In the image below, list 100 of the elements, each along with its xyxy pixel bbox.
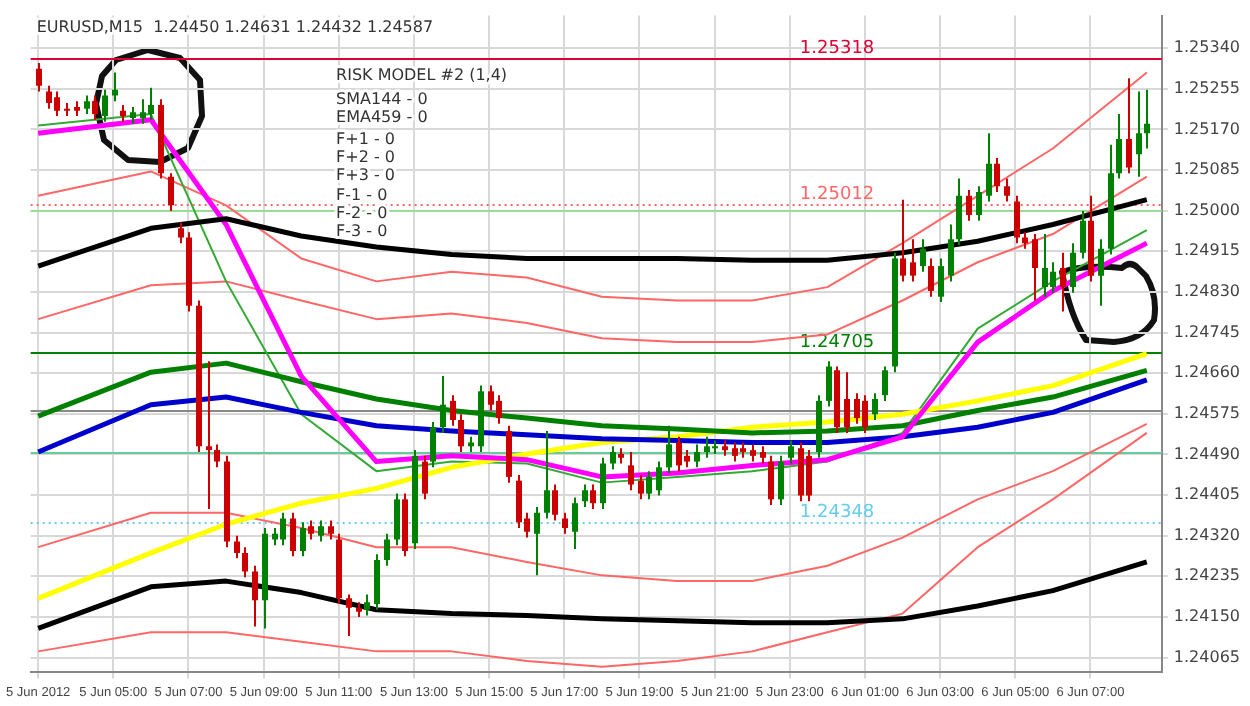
candlestick — [1126, 77, 1132, 175]
candlestick — [496, 394, 502, 425]
y-tick-label: 1.24660 — [1173, 363, 1241, 382]
candlestick — [140, 98, 146, 125]
candlestick — [994, 157, 1000, 193]
candlestick — [346, 593, 352, 638]
candlestick — [84, 94, 90, 116]
candlestick — [900, 198, 906, 283]
candlestick — [788, 439, 794, 465]
y-tick-label: 1.24745 — [1173, 322, 1241, 341]
candlestick — [882, 365, 888, 402]
y-tick-label: 1.24830 — [1173, 282, 1241, 301]
candlestick — [280, 511, 286, 547]
candlestick — [252, 564, 258, 628]
y-tick-label: 1.24575 — [1173, 403, 1241, 422]
candlestick — [516, 473, 522, 530]
candlestick — [206, 360, 212, 510]
annotation: F-1 - 0 — [336, 185, 388, 204]
y-tick-label: 1.24405 — [1173, 485, 1241, 504]
ref-line-label: 1.24705 — [799, 332, 875, 353]
annotation: F+3 - 0 — [336, 165, 396, 184]
candlestick — [1004, 177, 1010, 203]
candlestick — [234, 534, 240, 560]
candlestick — [1136, 90, 1142, 178]
candlestick — [422, 454, 428, 501]
candlestick — [54, 90, 60, 117]
y-tick-label: 1.24490 — [1173, 444, 1241, 463]
candlestick — [704, 435, 710, 459]
candlestick — [318, 519, 324, 543]
candlestick — [938, 257, 944, 303]
candlestick — [102, 88, 108, 123]
candlestick — [214, 443, 220, 469]
candlestick — [1042, 233, 1048, 298]
annotation: SMA144 - 0 — [336, 89, 428, 108]
candlestick — [46, 84, 52, 110]
y-tick-label: 1.25340 — [1173, 38, 1241, 57]
candlestick — [628, 451, 634, 492]
candlestick — [1014, 194, 1020, 245]
candlestick — [430, 420, 436, 469]
candlestick — [676, 435, 682, 473]
candlestick — [374, 553, 380, 611]
annotation: F+1 - 0 — [336, 129, 396, 148]
candlestick — [1116, 113, 1122, 180]
ref-line-label: 1.25012 — [799, 184, 875, 205]
candlestick — [488, 384, 494, 412]
candlestick — [910, 238, 916, 283]
y-tick-label: 1.25000 — [1173, 200, 1241, 219]
candlestick — [562, 511, 568, 535]
candlestick — [300, 521, 306, 558]
ref-line-label: 1.25318 — [799, 38, 875, 59]
annotation: EMA459 - 0 — [336, 107, 428, 126]
chart-title: EURUSD,M15 1.24450 1.24631 1.24432 1.24587 — [36, 17, 434, 36]
candlestick — [168, 172, 174, 213]
candlestick — [948, 223, 954, 283]
candlestick — [1060, 251, 1066, 313]
candlestick — [638, 473, 644, 501]
candlestick — [600, 456, 606, 510]
candlestick — [976, 185, 982, 222]
y-tick-label: 1.24235 — [1173, 566, 1241, 585]
candlestick — [394, 492, 400, 547]
y-tick-label: 1.25255 — [1173, 78, 1241, 97]
y-tick-label: 1.24065 — [1173, 647, 1241, 666]
candlestick — [1080, 210, 1086, 260]
candlestick — [1050, 261, 1056, 294]
candlestick — [178, 221, 184, 245]
y-tick-label: 1.24150 — [1173, 607, 1241, 626]
candlestick — [534, 506, 540, 577]
candlestick — [986, 132, 992, 203]
candlestick — [328, 519, 334, 541]
annotation: F+2 - 0 — [336, 147, 396, 166]
candlestick — [694, 443, 700, 469]
candlestick — [768, 454, 774, 507]
candlestick — [36, 61, 42, 93]
candlestick — [854, 392, 860, 425]
candlestick — [610, 445, 616, 471]
candlestick — [1098, 238, 1104, 307]
candlestick — [384, 532, 390, 567]
annotation: RISK MODEL #2 (1,4) — [336, 65, 508, 84]
candlestick — [956, 177, 962, 247]
candlestick — [966, 189, 972, 222]
candlestick — [148, 86, 154, 121]
candlestick — [1032, 233, 1038, 302]
candlestick — [798, 441, 804, 503]
candlestick — [1070, 242, 1076, 294]
candlestick — [92, 94, 98, 121]
candlestick — [806, 449, 812, 503]
candlestick — [862, 394, 868, 434]
y-tick-label: 1.24915 — [1173, 241, 1241, 260]
candlestick — [552, 483, 558, 522]
candlestick — [920, 238, 926, 273]
candlestick — [826, 360, 832, 408]
annotation: F-2 - 0 — [336, 203, 388, 222]
candlestick — [590, 483, 596, 510]
candlestick — [242, 546, 248, 579]
candlestick — [572, 496, 578, 551]
candlestick — [582, 483, 588, 509]
y-tick-label: 1.24320 — [1173, 525, 1241, 544]
candlestick — [458, 413, 464, 454]
candlestick — [656, 460, 662, 497]
candlestick — [732, 441, 738, 463]
